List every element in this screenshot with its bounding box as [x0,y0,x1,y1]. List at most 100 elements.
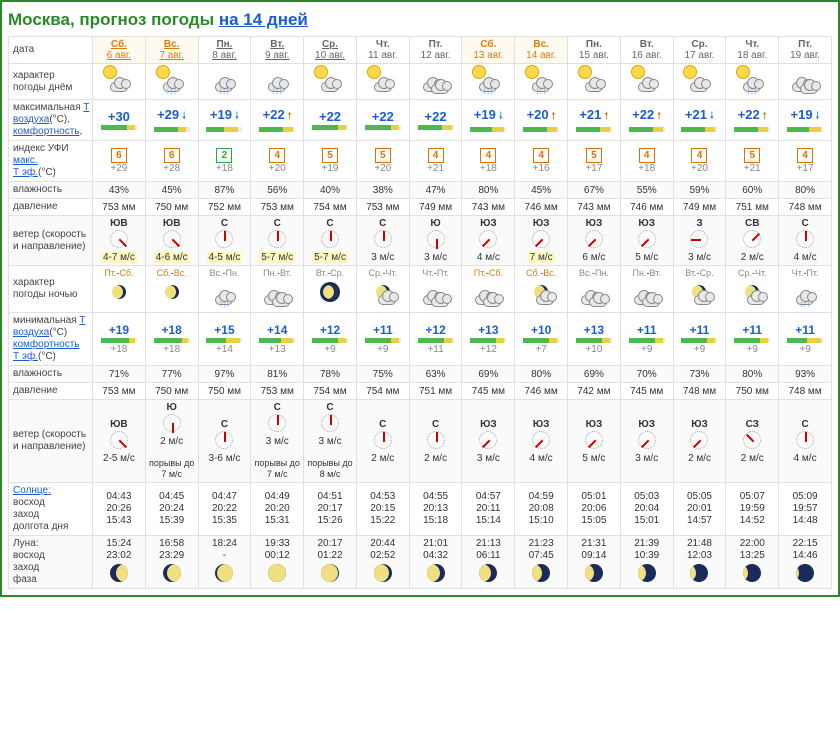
arrow-down-icon: 🠗 [499,111,503,122]
day-link[interactable]: Сб.6 авг. [95,39,143,61]
moon-phase-icon [163,564,181,582]
wind-compass [743,230,761,248]
day-link[interactable]: Пн.8 авг. [201,39,249,61]
wind-compass [163,230,181,248]
comfort-bar [734,127,770,132]
wind-compass [321,230,339,248]
row-header: влажность [9,366,93,383]
forecast-table: датаСб.6 авг.Вс.7 авг.Пн.8 авг.Вт.9 авг.… [8,36,832,589]
temp-link[interactable]: Т воздуха [13,102,89,125]
moon-phase-icon [796,564,814,582]
arrow-up-icon: 🠕 [551,111,555,122]
title-link[interactable]: на 14 дней [219,10,308,29]
wind-compass [268,414,286,432]
arrow-up-icon: 🠕 [604,111,608,122]
arrow-down-icon: 🠗 [182,111,186,122]
row-header: Луна:восходзаходфаза [9,536,93,589]
weather-icon [630,279,664,307]
row-header: влажность [9,182,93,199]
arrow-up-icon: 🠕 [763,111,767,122]
uvi-badge: 4 [639,148,655,163]
uvi-badge: 6 [164,148,180,163]
wind-compass [638,431,656,449]
comfort-bar [523,127,559,132]
uvi-badge: 4 [533,148,549,163]
comfort-bar [576,127,612,132]
comfort-bar [681,338,717,343]
comfort-bar [734,338,770,343]
weather-icon [102,66,136,94]
moon-phase-icon [743,564,761,582]
wind-compass [638,230,656,248]
wind-compass [427,230,445,248]
wind-compass [479,431,497,449]
comfort-bar [418,338,454,343]
weather-icon: ⁝⁝⁝ [788,279,822,307]
moon-phase-icon [479,564,497,582]
comfort-bar [312,125,348,130]
comfort-bar [629,127,665,132]
comfort-bar [681,127,717,132]
wind-compass [690,431,708,449]
comfort-bar [576,338,612,343]
tmin-link[interactable]: Т воздуха [13,315,85,338]
row-header: давление [9,383,93,400]
weather-icon [102,279,136,307]
day-link[interactable]: Вт.9 авг. [253,39,301,61]
tfeel-link[interactable]: Т эф. [13,167,38,178]
comfort-bar [259,127,295,132]
row-header: характер погоды ночью [9,266,93,313]
title-text: Москва, прогноз погоды [8,10,214,29]
wind-compass [532,230,550,248]
moon-phase-icon [110,564,128,582]
day-link[interactable]: Вс.7 авг. [148,39,196,61]
wind-compass [215,230,233,248]
sun-link[interactable]: Солнце: [13,485,51,496]
weather-icon [155,279,189,307]
weather-icon [524,279,558,307]
comfort-bar [101,338,137,343]
weather-icon [260,279,294,307]
uvi-link[interactable]: макс. [13,155,38,166]
page-title: Москва, прогноз погоды на 14 дней [8,8,832,36]
uvi-badge: 4 [269,148,285,163]
uvi-badge: 2 [216,148,232,163]
uvi-badge: 5 [375,148,391,163]
day-link[interactable]: Ср.10 авг. [306,39,354,61]
row-header: Солнце:восходзаходдолгота дня [9,483,93,536]
wind-compass [268,230,286,248]
weather-icon [735,279,769,307]
comfort-bar [206,338,242,343]
wind-compass [532,431,550,449]
weather-icon [313,279,347,307]
comfort-bar [787,127,823,132]
weather-icon: ⁝⁝⁝ [524,66,558,94]
wind-compass [215,431,233,449]
weather-icon [577,279,611,307]
wind-compass [796,230,814,248]
comfort2-link[interactable]: комфортность [13,339,80,350]
moon-phase-icon [215,564,233,582]
weather-icon: ⁝⁝⁝ [735,66,769,94]
weather-icon [313,66,347,94]
moon-phase-icon [532,564,550,582]
uvi-badge: 4 [691,148,707,163]
comfort-bar [206,127,242,132]
weather-icon [630,66,664,94]
uvi-badge: 6 [111,148,127,163]
wind-compass [110,230,128,248]
tfeel2-link[interactable]: Т эф. [13,351,38,362]
weather-icon [788,66,822,94]
comfort-bar [470,127,506,132]
wind-compass [690,230,708,248]
wind-compass [110,431,128,449]
comfort-bar [259,338,295,343]
wind-compass [427,431,445,449]
comfort-bar [523,338,559,343]
uvi-badge: 4 [480,148,496,163]
comfort-link[interactable]: комфортность [13,126,80,137]
moon-phase-icon [374,564,392,582]
row-header: индекс УФИ макс.Т эф.(°С) [9,141,93,182]
moon-phase-icon [268,564,286,582]
forecast-panel: Москва, прогноз погоды на 14 дней датаСб… [0,0,840,597]
